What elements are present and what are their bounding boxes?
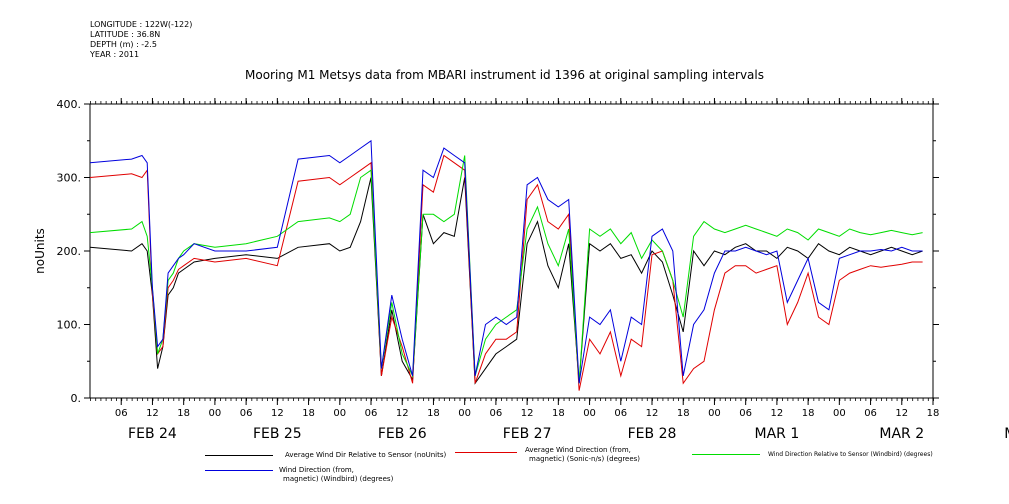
x-hour-label: 12	[646, 408, 659, 419]
year-label: YEAR : 2011	[90, 50, 140, 59]
x-hour-label: 06	[614, 408, 627, 419]
legend-item-2: Wind Direction Relative to Sensor (Windb…	[692, 450, 992, 462]
x-hour-label: 18	[677, 408, 690, 419]
x-date-label: FEB 24	[128, 426, 177, 442]
x-date-label: MAR 3	[1004, 426, 1009, 442]
chart-title: Mooring M1 Metsys data from MBARI instru…	[245, 68, 764, 82]
x-hour-label: 18	[927, 408, 940, 419]
legend-label-1a: Average Wind Direction (from,	[525, 446, 631, 454]
x-date-label: FEB 27	[503, 426, 552, 442]
y-tick-label: 200.	[57, 245, 82, 258]
y-axis-label: noUnits	[33, 228, 47, 274]
x-hour-label: 06	[115, 408, 128, 419]
x-hour-label: 12	[271, 408, 284, 419]
series-line-2	[89, 155, 923, 384]
x-hour-label: 06	[240, 408, 253, 419]
x-hour-label: 00	[583, 408, 596, 419]
legend-label-3a: Wind Direction (from,	[279, 466, 354, 474]
y-tick-label: 400.	[57, 98, 82, 111]
legend-item-3: Wind Direction (from, magnetic) (Windbir…	[205, 466, 485, 486]
x-hour-label: 00	[333, 408, 346, 419]
metadata-block: LONGITUDE : 122W(-122) LATITUDE : 36.8N …	[90, 20, 192, 60]
x-hour-label: 18	[177, 408, 190, 419]
x-hour-label: 18	[552, 408, 565, 419]
x-hour-label: 18	[302, 408, 315, 419]
x-hour-label: 00	[833, 408, 846, 419]
x-hour-label: 00	[708, 408, 721, 419]
x-hour-label: 18	[802, 408, 815, 419]
legend-item-0: Average Wind Dir Relative to Sensor (noU…	[205, 451, 485, 463]
x-date-label: MAR 1	[755, 426, 800, 442]
legend-swatch-1	[455, 452, 517, 453]
series-line-3	[89, 139, 923, 384]
x-hour-label: 00	[458, 408, 471, 419]
longitude-label: LONGITUDE : 122W(-122)	[90, 20, 193, 29]
x-hour-label: 12	[771, 408, 784, 419]
x-hour-label: 06	[490, 408, 503, 419]
legend-label-1b: magnetic) (Sonic-n/s) (degrees)	[529, 455, 641, 463]
x-hour-label: 00	[209, 408, 222, 419]
depth-label: DEPTH (m) : -2.5	[90, 40, 157, 49]
x-hour-label: 18	[427, 408, 440, 419]
series-line-0	[89, 177, 923, 385]
legend-label-2: Wind Direction Relative to Sensor (Windb…	[768, 451, 933, 458]
legend-label-0: Average Wind Dir Relative to Sensor (noU…	[285, 451, 447, 459]
x-hour-label: 12	[396, 408, 409, 419]
legend-item-1: Average Wind Direction (from, magnetic) …	[455, 446, 685, 466]
x-hour-label: 12	[521, 408, 534, 419]
legend-swatch-2	[692, 454, 760, 455]
y-tick-label: 300.	[57, 172, 82, 185]
series-line-1	[89, 154, 923, 391]
x-date-label: MAR 2	[879, 426, 924, 442]
x-hour-label: 06	[864, 408, 877, 419]
x-date-label: FEB 28	[628, 426, 677, 442]
legend-swatch-0	[205, 455, 273, 456]
legend-swatch-3	[205, 470, 273, 471]
legend-label-3b: magnetic) (Windbird) (degrees)	[283, 475, 394, 483]
x-hour-label: 06	[739, 408, 752, 419]
x-date-label: FEB 25	[253, 426, 302, 442]
x-hour-label: 12	[146, 408, 159, 419]
x-hour-label: 06	[365, 408, 378, 419]
latitude-label: LATITUDE : 36.8N	[90, 30, 161, 39]
x-date-label: FEB 26	[378, 426, 427, 442]
x-hour-label: 12	[895, 408, 908, 419]
y-tick-label: 0.	[71, 392, 82, 405]
y-tick-label: 100.	[57, 319, 82, 332]
